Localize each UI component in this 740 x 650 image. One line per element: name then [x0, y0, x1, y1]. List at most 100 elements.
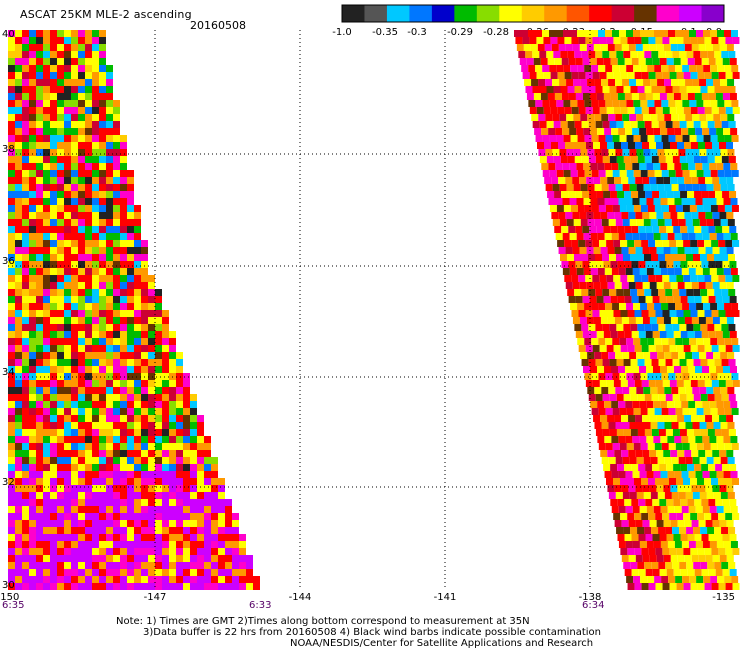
data-cell [155, 443, 162, 450]
data-cell [134, 366, 141, 373]
data-cell [148, 289, 155, 296]
data-cell [718, 513, 726, 520]
data-cell [50, 415, 57, 422]
data-cell [50, 79, 57, 86]
data-cell [106, 79, 113, 86]
data-cell [614, 212, 622, 219]
data-cell [141, 261, 148, 268]
colorbar-segment [521, 5, 545, 22]
data-cell [542, 65, 550, 72]
data-cell [631, 191, 639, 198]
data-cell [701, 226, 709, 233]
data-cell [593, 212, 601, 219]
colorbar-segment [656, 5, 680, 22]
data-cell [8, 548, 15, 555]
data-cell [623, 86, 631, 93]
data-cell [57, 506, 64, 513]
data-cell [710, 205, 718, 212]
data-cell [648, 345, 656, 352]
data-cell [113, 583, 120, 590]
data-cell [162, 506, 169, 513]
data-cell [162, 471, 169, 478]
data-cell [648, 37, 656, 44]
data-cell [572, 212, 580, 219]
data-cell [78, 58, 85, 65]
data-cell [622, 79, 630, 86]
data-cell [623, 156, 631, 163]
data-cell [106, 282, 113, 289]
data-cell [134, 499, 141, 506]
data-cell [43, 254, 50, 261]
data-cell [15, 415, 22, 422]
data-cell [703, 443, 711, 450]
data-cell [646, 506, 654, 513]
data-cell [679, 86, 687, 93]
data-cell [559, 79, 567, 86]
data-cell [113, 338, 120, 345]
data-cell [679, 254, 686, 261]
data-cell [36, 107, 43, 114]
data-cell [528, 65, 536, 72]
data-cell [8, 275, 15, 282]
data-cell [36, 338, 43, 345]
data-cell [675, 373, 683, 380]
data-cell [679, 562, 687, 569]
data-cell [127, 345, 134, 352]
data-cell [621, 142, 628, 149]
data-cell [704, 478, 711, 485]
data-cell [674, 436, 682, 443]
data-cell [36, 79, 43, 86]
data-cell [15, 261, 22, 268]
data-cell [141, 457, 148, 464]
data-cell [618, 233, 626, 240]
data-cell [57, 142, 64, 149]
data-cell [176, 359, 183, 366]
data-cell [703, 338, 711, 345]
data-cell [64, 485, 71, 492]
data-cell [36, 135, 43, 142]
data-cell [176, 506, 183, 513]
data-cell [558, 44, 566, 51]
data-cell [113, 345, 120, 352]
data-cell [614, 282, 622, 289]
data-cell [643, 184, 651, 191]
data-cell [553, 121, 561, 128]
data-cell [120, 156, 127, 163]
time-label-left: 6:35 [2, 600, 25, 611]
data-cell [687, 534, 695, 541]
data-cell [630, 289, 638, 296]
data-cell [71, 163, 78, 170]
data-cell [57, 100, 64, 107]
data-cell [8, 30, 15, 37]
data-cell [665, 324, 673, 331]
data-cell [718, 583, 726, 590]
data-cell [686, 562, 694, 569]
data-cell [22, 233, 29, 240]
data-cell [534, 128, 542, 135]
data-cell [99, 205, 106, 212]
data-cell [729, 296, 737, 303]
data-cell [8, 93, 15, 100]
data-cell [120, 380, 127, 387]
data-cell [22, 436, 29, 443]
data-cell [99, 352, 106, 359]
data-cell [640, 338, 648, 345]
data-cell [8, 170, 15, 177]
data-cell [596, 58, 604, 65]
data-cell [64, 429, 71, 436]
data-cell [678, 184, 686, 191]
data-cell [698, 520, 706, 527]
data-cell [561, 261, 569, 268]
data-cell [683, 107, 691, 114]
data-cell [22, 198, 29, 205]
data-cell [686, 51, 694, 58]
data-cell [113, 499, 120, 506]
data-cell [8, 184, 15, 191]
data-cell [22, 464, 29, 471]
data-cell [626, 65, 634, 72]
data-cell [648, 583, 656, 590]
data-cell [162, 401, 169, 408]
data-cell [661, 170, 669, 177]
data-cell [50, 156, 57, 163]
data-cell [50, 219, 57, 226]
